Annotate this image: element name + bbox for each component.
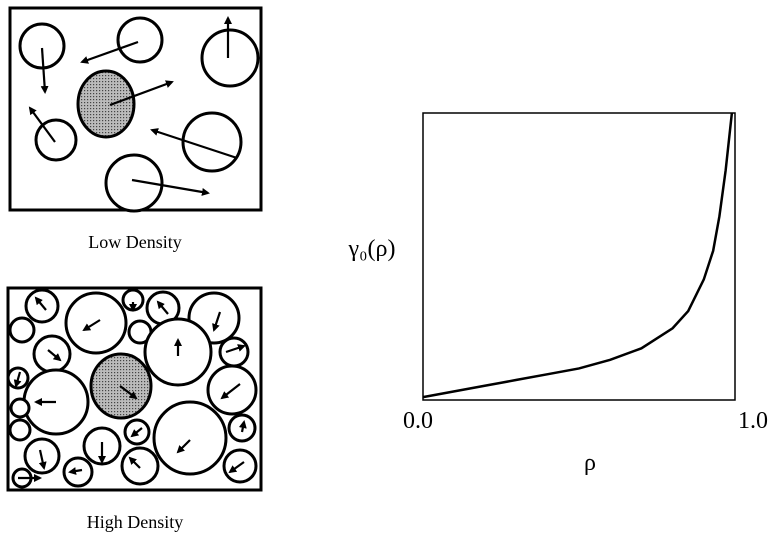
high-density-diagram [6, 286, 263, 492]
x-tick-label: 1.0 [738, 408, 768, 434]
chart: γ₀(ρ) ρ 0.0 1.0 [348, 112, 768, 476]
curve [422, 112, 734, 399]
panel-label: Low Density [88, 232, 182, 252]
x-tick-label: 0.0 [403, 408, 433, 434]
y-axis-label: γ₀(ρ) [348, 236, 396, 262]
low-density-diagram [8, 6, 263, 213]
plot-frame [422, 112, 736, 401]
x-axis-label: ρ [584, 450, 596, 476]
panel-label: High Density [87, 512, 184, 532]
